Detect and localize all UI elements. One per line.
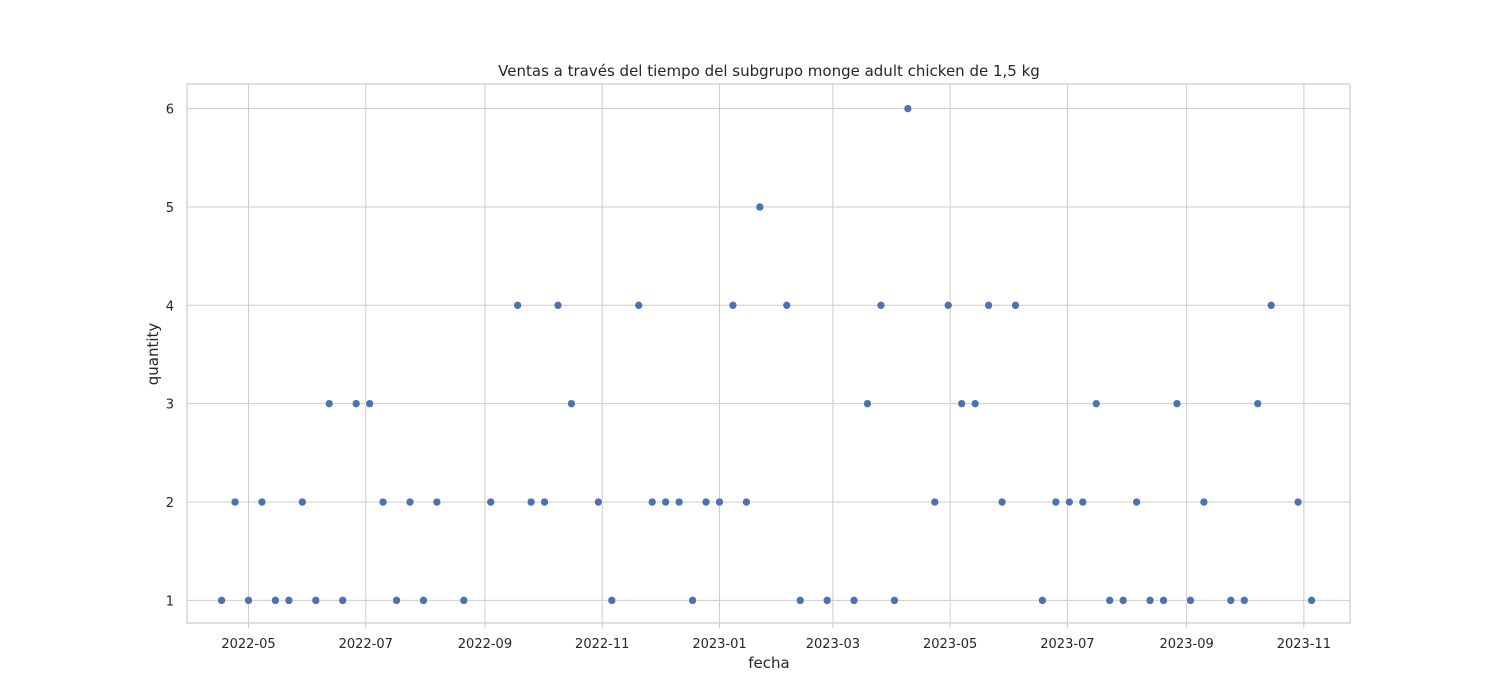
data-point [647, 497, 657, 507]
data-point [1105, 596, 1115, 605]
data-point [795, 596, 805, 605]
data-point [634, 301, 644, 310]
data-point [1186, 596, 1195, 605]
y-tick-label: 6 [166, 103, 174, 118]
data-point [378, 497, 388, 507]
data-point [1051, 497, 1061, 507]
data-point [957, 399, 966, 408]
chart-title: Ventas a través del tiempo del subgrupo … [498, 62, 1040, 80]
data-point [1307, 596, 1316, 605]
data-point [311, 596, 321, 605]
data-point [230, 497, 240, 507]
data-point [701, 497, 711, 507]
x-axis-label: fecha [748, 654, 789, 672]
data-point [1199, 497, 1209, 507]
data-point [890, 596, 899, 605]
data-point [1132, 497, 1141, 507]
data-point [943, 301, 953, 310]
data-point [970, 399, 980, 408]
data-point [1226, 596, 1236, 605]
x-tick-label: 2022-09 [458, 637, 512, 652]
data-point [594, 497, 603, 507]
data-point [459, 596, 469, 605]
y-tick-label: 5 [166, 201, 174, 216]
x-tick-label: 2023-09 [1159, 637, 1213, 652]
grid [187, 84, 1350, 623]
data-point [1038, 596, 1047, 605]
data-point [1011, 301, 1020, 310]
x-tick-label: 2023-05 [923, 637, 977, 652]
data-point [863, 399, 872, 408]
data-point [822, 596, 832, 605]
data-point [405, 497, 415, 507]
data-point [1145, 596, 1155, 605]
y-axis-label: quantity [144, 323, 162, 386]
x-tick-label: 2022-07 [339, 637, 393, 652]
data-point [1065, 497, 1074, 507]
data-point [271, 596, 280, 605]
data-point [997, 497, 1007, 507]
data-point [392, 596, 401, 605]
data-point [351, 399, 361, 408]
data-point [876, 301, 886, 310]
data-point [715, 497, 724, 507]
y-tick-label: 3 [166, 398, 174, 413]
data-points [217, 104, 1316, 605]
data-point [1159, 596, 1168, 605]
data-point [728, 301, 738, 310]
x-tick-label: 2023-07 [1040, 637, 1094, 652]
data-point [1293, 497, 1303, 507]
data-point [338, 596, 348, 605]
data-point [903, 104, 913, 113]
data-point [553, 301, 563, 310]
plot-area [186, 83, 1351, 624]
y-tick-label: 4 [166, 299, 174, 314]
y-tick-label: 2 [166, 496, 174, 511]
data-point [540, 497, 549, 507]
x-tick-label: 2023-03 [806, 637, 860, 652]
data-point [1239, 596, 1249, 605]
data-point [432, 497, 442, 507]
data-point [674, 497, 684, 507]
data-point [782, 301, 792, 310]
data-point [930, 497, 940, 507]
data-point [1078, 497, 1088, 507]
data-point [1091, 399, 1101, 408]
x-tick-label: 2023-11 [1277, 637, 1331, 652]
data-point [324, 399, 334, 408]
data-point [567, 399, 576, 408]
data-point [1118, 596, 1128, 605]
data-point [365, 399, 374, 408]
data-point [513, 301, 522, 310]
data-point [984, 301, 993, 310]
data-point [1253, 399, 1263, 408]
data-point [419, 596, 428, 605]
data-point [742, 497, 751, 507]
x-tick-label: 2023-01 [692, 637, 746, 652]
data-point [661, 497, 670, 507]
data-point [486, 497, 496, 507]
y-tick-label: 1 [166, 594, 174, 609]
data-point [688, 596, 697, 605]
data-point [526, 497, 536, 507]
data-point [1172, 399, 1182, 408]
data-point [217, 596, 226, 605]
data-point [849, 596, 859, 605]
data-point [244, 596, 253, 605]
x-tick-label: 2022-05 [221, 637, 275, 652]
data-point [298, 497, 307, 507]
data-point [284, 596, 294, 605]
x-axis-ticks: 2022-05 2022-07 2022-09 2022-11 2023-01 2023-… [221, 623, 1331, 652]
data-point [607, 596, 617, 605]
y-axis-ticks: 1 2 3 4 5 6 [166, 103, 174, 610]
data-point [257, 497, 267, 507]
data-point [1266, 301, 1276, 310]
x-tick-label: 2022-11 [575, 637, 629, 652]
data-point [755, 202, 765, 212]
